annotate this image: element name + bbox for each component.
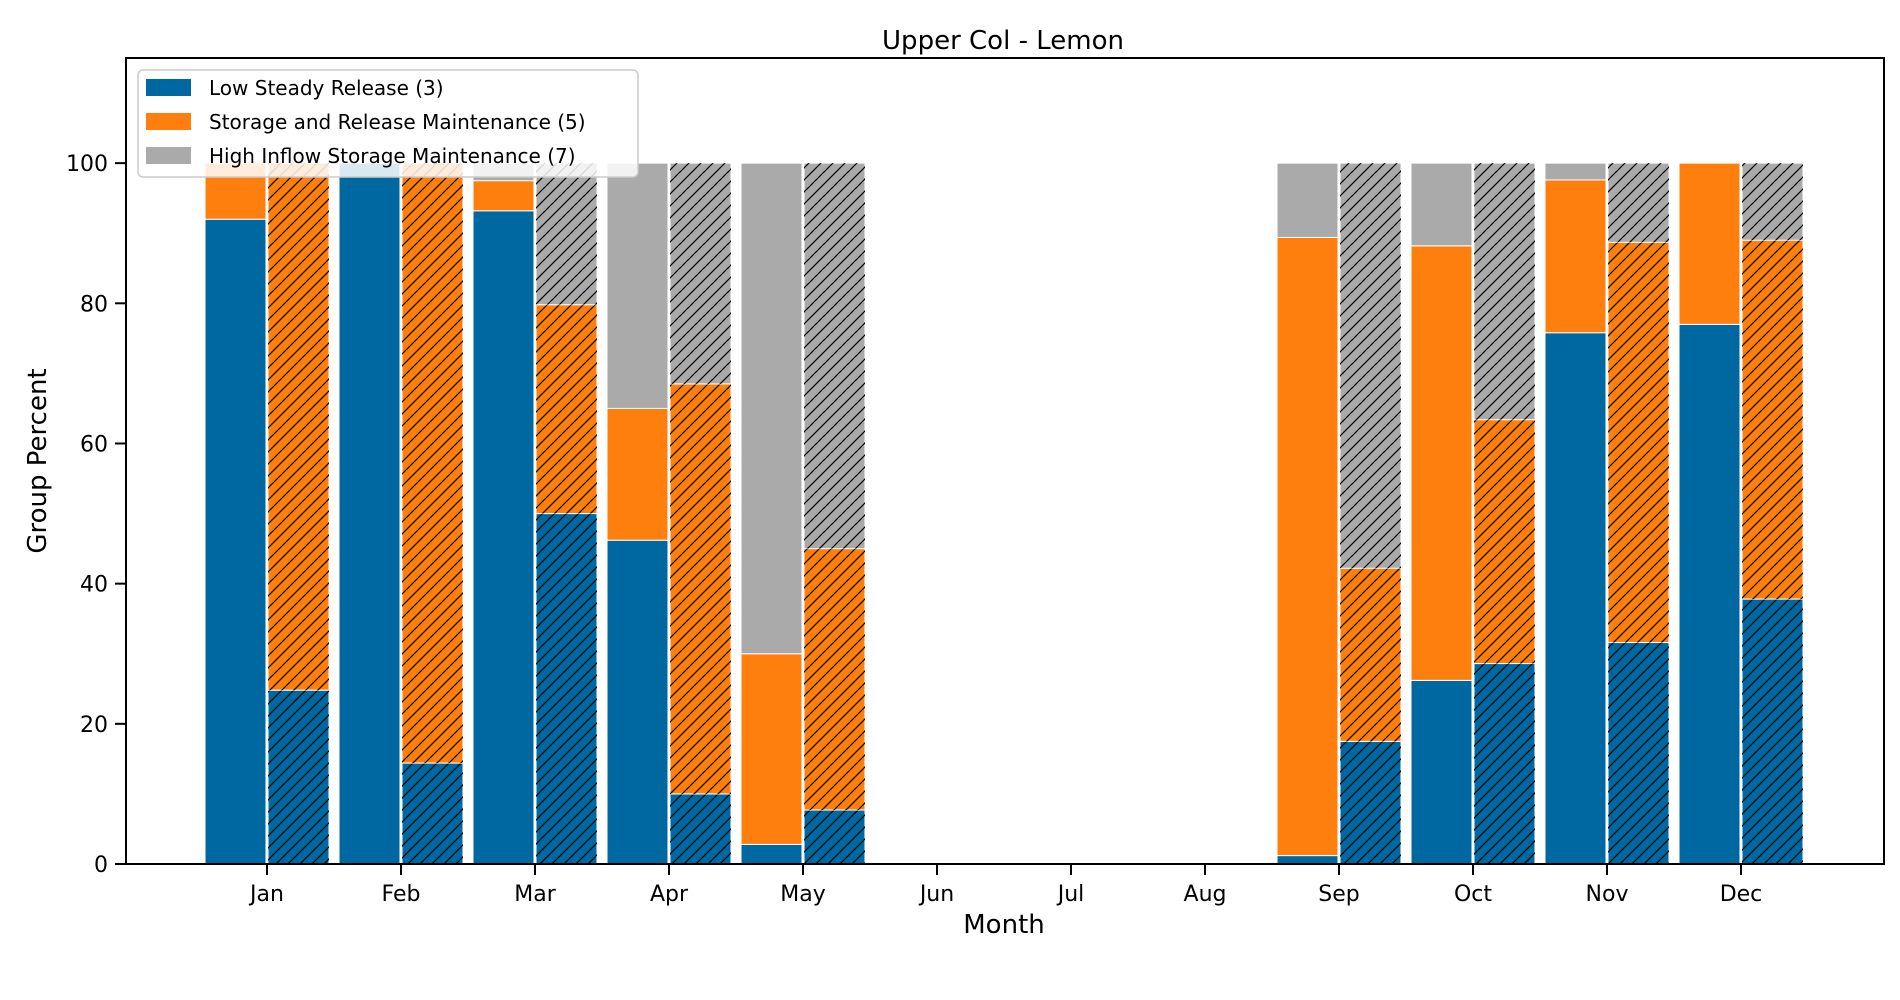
y-tick-label-20: 20 (80, 713, 108, 738)
bar-sep-solid-series1 (1276, 855, 1339, 865)
x-axis-label: Month (963, 910, 1045, 940)
y-tick-label-40: 40 (80, 573, 108, 598)
bar-apr-hatched-series1-hatch (670, 793, 731, 864)
bar-sep-hatched-series3-hatch (1340, 163, 1401, 569)
bar-jan-hatched-series2-hatch (268, 163, 329, 691)
bar-apr-solid-series2 (606, 407, 669, 541)
x-tick-label-oct: Oct (1454, 882, 1492, 907)
x-tick-label-apr: Apr (650, 882, 689, 907)
bar-nov-hatched-series2-hatch (1608, 242, 1669, 643)
x-tick-label-mar: Mar (514, 882, 556, 907)
legend-label-series3: High Inflow Storage Maintenance (7) (209, 144, 576, 168)
bar-feb-hatched-series2-hatch (402, 163, 463, 764)
chart-title: Upper Col - Lemon (882, 26, 1124, 56)
bar-feb-solid-series1 (338, 162, 401, 865)
bar-may-solid-series3 (740, 162, 803, 655)
x-tick-label-sep: Sep (1318, 882, 1359, 907)
x-axis: Jan Feb Mar Apr May Jun Jul Aug Sep Oct Nov Dec (248, 864, 1762, 907)
bar-feb-hatched-series1-hatch (402, 763, 463, 864)
x-tick-label-jul: Jul (1056, 882, 1085, 907)
x-tick-label-may: May (780, 882, 825, 907)
bar-nov-hatched-series3-hatch (1608, 163, 1669, 243)
y-axis: 0 20 40 60 80 100 (66, 152, 126, 878)
legend-swatch-series2 (146, 113, 191, 130)
bars-layer (204, 162, 1804, 865)
bar-nov-hatched-series1-hatch (1608, 642, 1669, 864)
y-tick-label-60: 60 (80, 432, 108, 457)
bar-jan-hatched-series1-hatch (268, 690, 329, 864)
bar-oct-solid-series3 (1410, 162, 1473, 247)
y-tick-label-100: 100 (66, 152, 108, 177)
bar-oct-hatched-series1-hatch (1474, 663, 1535, 864)
bar-sep-solid-series3 (1276, 162, 1339, 238)
bar-mar-hatched-series1-hatch (536, 513, 597, 864)
bar-mar-hatched-series3-hatch (536, 163, 597, 305)
x-tick-label-nov: Nov (1586, 882, 1629, 907)
bar-oct-hatched-series3-hatch (1474, 163, 1535, 420)
bar-oct-solid-series2 (1410, 245, 1473, 681)
x-tick-label-jan: Jan (248, 882, 284, 907)
bar-apr-solid-series3 (606, 162, 669, 409)
y-tick-label-80: 80 (80, 292, 108, 317)
legend-box (137, 69, 639, 178)
bar-oct-hatched-series2-hatch (1474, 419, 1535, 664)
bar-mar-hatched-series2-hatch (536, 304, 597, 514)
legend-swatch-series1 (146, 79, 191, 96)
bar-may-hatched-series3-hatch (804, 163, 865, 549)
bar-mar-solid-series2 (472, 180, 535, 212)
legend-swatch-series3 (146, 147, 191, 164)
legend-label-series2: Storage and Release Maintenance (5) (209, 110, 586, 134)
bar-may-solid-series1 (740, 843, 803, 865)
legend-label-series1: Low Steady Release (3) (209, 76, 444, 100)
plot-frame (125, 57, 1885, 865)
bar-may-hatched-series2-hatch (804, 548, 865, 811)
x-tick-label-aug: Aug (1184, 882, 1227, 907)
bar-dec-hatched-series3-hatch (1742, 163, 1803, 241)
bar-dec-hatched-series1-hatch (1742, 599, 1803, 864)
x-tick-label-jun: Jun (918, 882, 954, 907)
bar-apr-hatched-series2-hatch (670, 383, 731, 794)
x-tick-label-feb: Feb (382, 882, 421, 907)
y-axis-label: Group Percent (23, 368, 53, 553)
bar-oct-solid-series1 (1410, 679, 1473, 865)
bar-sep-hatched-series1-hatch (1340, 741, 1401, 864)
y-tick-label-0: 0 (94, 853, 108, 878)
bar-nov-solid-series2 (1544, 179, 1607, 334)
bar-mar-solid-series1 (472, 210, 535, 865)
x-tick-label-dec: Dec (1720, 882, 1763, 907)
bar-sep-hatched-series2-hatch (1340, 568, 1401, 742)
bar-sep-solid-series2 (1276, 236, 1339, 857)
bar-may-hatched-series1-hatch (804, 810, 865, 864)
bar-nov-solid-series1 (1544, 332, 1607, 865)
bar-dec-solid-series2 (1678, 162, 1741, 325)
bar-dec-solid-series1 (1678, 323, 1741, 865)
bar-nov-solid-series3 (1544, 162, 1607, 181)
bar-apr-hatched-series3-hatch (670, 163, 731, 384)
bar-dec-hatched-series2-hatch (1742, 240, 1803, 600)
legend: Low Steady Release (3) Storage and Releas… (137, 69, 639, 178)
bar-jan-solid-series1 (204, 218, 267, 865)
bar-may-solid-series2 (740, 653, 803, 845)
bar-apr-solid-series1 (606, 539, 669, 865)
